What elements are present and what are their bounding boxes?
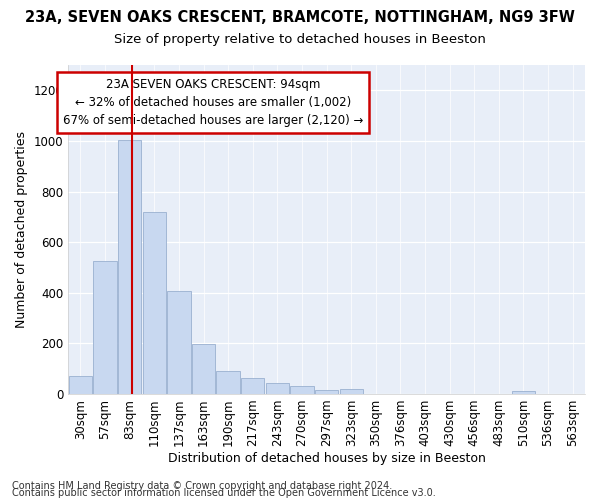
Bar — [512, 392, 535, 394]
X-axis label: Distribution of detached houses by size in Beeston: Distribution of detached houses by size … — [167, 452, 485, 465]
Bar — [69, 376, 92, 394]
Bar — [241, 378, 265, 394]
Bar — [340, 389, 363, 394]
Bar — [266, 384, 289, 394]
Bar — [290, 386, 314, 394]
Bar — [217, 371, 240, 394]
Bar — [192, 344, 215, 394]
Bar — [315, 390, 338, 394]
Bar — [167, 291, 191, 394]
Text: 23A, SEVEN OAKS CRESCENT, BRAMCOTE, NOTTINGHAM, NG9 3FW: 23A, SEVEN OAKS CRESCENT, BRAMCOTE, NOTT… — [25, 10, 575, 25]
Text: 23A SEVEN OAKS CRESCENT: 94sqm
← 32% of detached houses are smaller (1,002)
67% : 23A SEVEN OAKS CRESCENT: 94sqm ← 32% of … — [62, 78, 363, 127]
Text: Contains HM Land Registry data © Crown copyright and database right 2024.: Contains HM Land Registry data © Crown c… — [12, 481, 392, 491]
Bar — [118, 140, 142, 394]
Bar — [94, 261, 117, 394]
Text: Size of property relative to detached houses in Beeston: Size of property relative to detached ho… — [114, 32, 486, 46]
Text: Contains public sector information licensed under the Open Government Licence v3: Contains public sector information licen… — [12, 488, 436, 498]
Y-axis label: Number of detached properties: Number of detached properties — [15, 131, 28, 328]
Bar — [143, 212, 166, 394]
